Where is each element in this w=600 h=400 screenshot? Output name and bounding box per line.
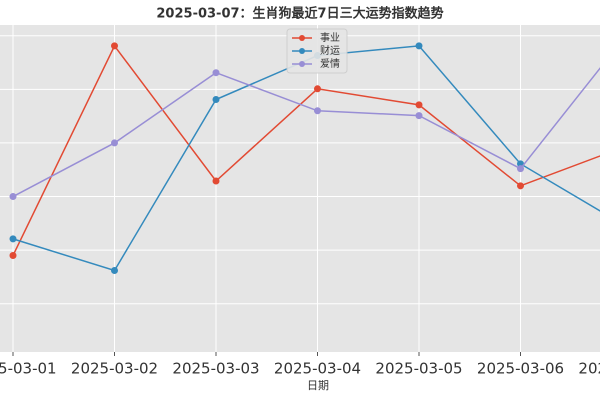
chart-title: 2025-03-07：生肖狗最近7日三大运势指数趋势 (156, 6, 443, 22)
x-tick-label: 2025-03-01 (0, 360, 57, 378)
data-point (314, 107, 321, 115)
x-axis-label: 日期 (307, 379, 329, 392)
x-tick-label: 2025-03-06 (477, 360, 564, 378)
data-point (212, 69, 220, 77)
data-point (212, 177, 220, 185)
data-point (111, 139, 118, 147)
data-point (9, 193, 17, 201)
data-point (517, 165, 524, 173)
legend-label: 财运 (320, 44, 340, 57)
data-point (415, 112, 423, 120)
plot-area (0, 25, 600, 352)
legend-label: 爱情 (320, 57, 340, 70)
legend-marker (299, 61, 305, 67)
data-point (111, 42, 118, 50)
data-point (415, 42, 423, 50)
x-tick-label: 2025-03-03 (172, 360, 259, 378)
legend-label: 事业 (320, 31, 340, 44)
data-point (111, 267, 118, 275)
x-tick-label: 2025-03-04 (274, 360, 361, 378)
data-point (9, 235, 17, 243)
data-point (415, 101, 423, 109)
x-tick-label: 2025-03-07 (578, 360, 600, 378)
data-point (314, 85, 321, 93)
legend-marker (299, 48, 305, 54)
x-tick-label: 2025-03-02 (71, 360, 158, 378)
data-point (9, 252, 17, 260)
legend-marker (299, 35, 305, 41)
data-point (212, 96, 220, 104)
x-tick-label: 2025-03-05 (375, 360, 462, 378)
data-point (517, 182, 524, 190)
